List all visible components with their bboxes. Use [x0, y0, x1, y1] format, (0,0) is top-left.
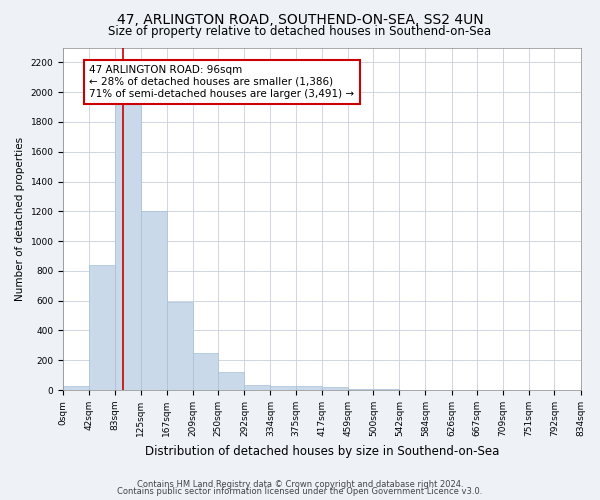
Bar	[141, 212, 167, 390]
Bar	[63, 386, 89, 390]
Bar	[271, 386, 296, 390]
Bar	[115, 92, 141, 390]
Text: 47 ARLINGTON ROAD: 96sqm
← 28% of detached houses are smaller (1,386)
71% of sem: 47 ARLINGTON ROAD: 96sqm ← 28% of detach…	[89, 66, 355, 98]
Bar	[218, 372, 244, 390]
Text: Size of property relative to detached houses in Southend-on-Sea: Size of property relative to detached ho…	[109, 25, 491, 38]
Text: Contains HM Land Registry data © Crown copyright and database right 2024.: Contains HM Land Registry data © Crown c…	[137, 480, 463, 489]
Bar	[167, 302, 193, 390]
Text: Contains public sector information licensed under the Open Government Licence v3: Contains public sector information licen…	[118, 488, 482, 496]
Bar	[296, 386, 322, 390]
Bar	[193, 353, 218, 390]
Text: 47, ARLINGTON ROAD, SOUTHEND-ON-SEA, SS2 4UN: 47, ARLINGTON ROAD, SOUTHEND-ON-SEA, SS2…	[116, 12, 484, 26]
Y-axis label: Number of detached properties: Number of detached properties	[15, 136, 25, 301]
Bar	[244, 385, 271, 390]
Bar	[89, 265, 115, 390]
Bar	[322, 387, 348, 390]
X-axis label: Distribution of detached houses by size in Southend-on-Sea: Distribution of detached houses by size …	[145, 444, 499, 458]
Bar	[348, 388, 373, 390]
